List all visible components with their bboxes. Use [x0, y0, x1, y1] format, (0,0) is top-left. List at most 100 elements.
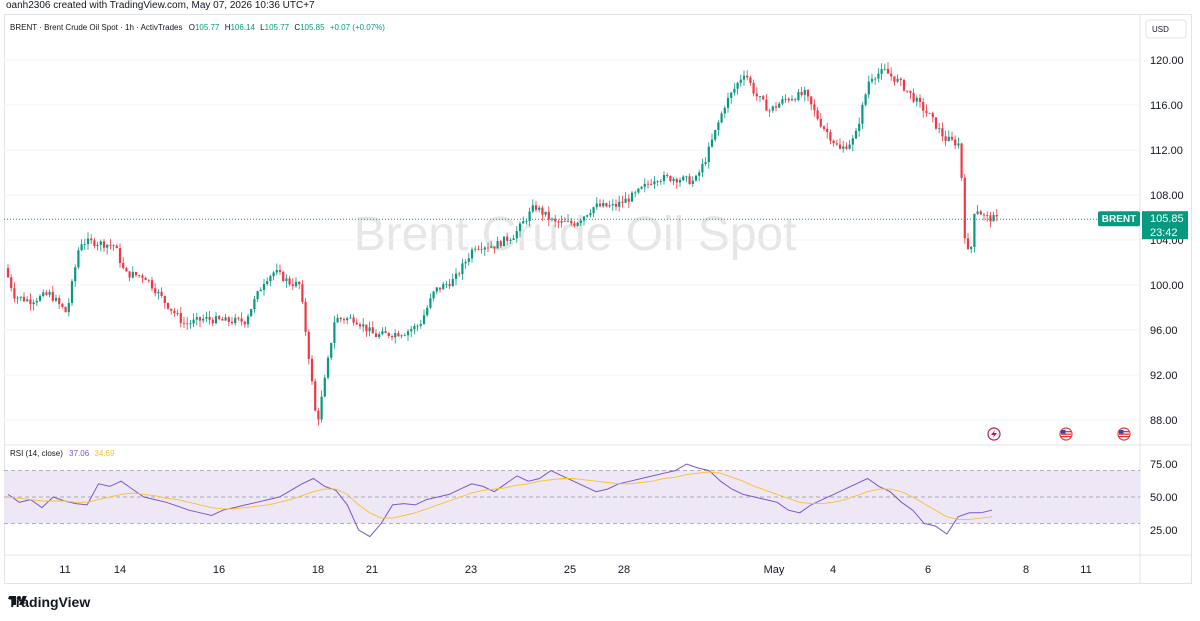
candle-body — [774, 106, 778, 108]
candle-body — [205, 316, 208, 319]
candle-body — [250, 309, 253, 317]
candle-body — [38, 295, 42, 301]
candle-body — [515, 231, 518, 239]
price-tag-countdown: 23:42 — [1150, 227, 1178, 239]
candle-body — [141, 275, 144, 278]
candle-body — [400, 335, 403, 337]
candle-body — [147, 279, 150, 281]
candle-body — [726, 97, 730, 108]
candle-body — [778, 103, 781, 108]
candle-body — [269, 276, 272, 282]
candle-body — [291, 284, 294, 287]
candle-body — [246, 316, 250, 325]
candle-body — [106, 244, 109, 248]
candle-body — [672, 178, 675, 182]
candle-body — [275, 269, 278, 273]
candle-body — [307, 331, 310, 359]
us-flag-event-icon-2[interactable] — [1117, 427, 1131, 441]
candle-body — [669, 176, 672, 182]
candle-body — [554, 218, 557, 222]
candle-body — [70, 281, 74, 303]
candle-body — [163, 296, 166, 303]
price-tick-label: 120.00 — [1150, 55, 1184, 67]
svg-text:BRENT · Brent Crude Oil Spot ·: BRENT · Brent Crude Oil Spot · 1h · Acti… — [10, 23, 385, 32]
candle-body — [906, 90, 909, 92]
candle-body — [397, 333, 400, 337]
candle-body — [573, 223, 576, 226]
candle-body — [720, 113, 723, 123]
candle-body — [682, 176, 685, 181]
candle-body — [26, 299, 29, 302]
candle-body — [630, 192, 634, 202]
candle-body — [835, 143, 838, 145]
rsi-value: 37.06 — [69, 449, 90, 458]
candle-body — [406, 331, 410, 336]
candle-body — [272, 272, 275, 277]
candle-body — [170, 308, 173, 311]
candle-body — [822, 126, 826, 129]
candle-body — [330, 343, 333, 358]
candle-body — [618, 201, 621, 207]
candle-body — [64, 306, 67, 313]
time-tick-label: May — [764, 564, 785, 576]
legend-h-label: H — [225, 23, 231, 32]
candle-body — [701, 164, 704, 173]
legend-c-value: 105.85 — [300, 23, 325, 32]
candle-body — [48, 291, 51, 295]
candle-body — [941, 128, 944, 137]
candle-body — [282, 271, 285, 282]
lightning-event-icon[interactable] — [987, 427, 1001, 441]
price-tag-symbol-bg — [1098, 211, 1140, 227]
candle-body — [195, 317, 198, 320]
candle-body — [938, 128, 941, 130]
candle-body — [211, 319, 214, 324]
price-tag-bg — [1142, 211, 1188, 240]
candle-body — [867, 81, 870, 95]
candle-body — [422, 315, 426, 325]
candle-body — [54, 297, 58, 301]
candle-body — [77, 250, 80, 268]
us-flag-event-icon[interactable] — [1059, 427, 1073, 441]
candle-body — [890, 73, 893, 77]
candle-body — [118, 248, 122, 263]
candle-body — [662, 174, 666, 182]
time-tick-label: 23 — [465, 564, 477, 576]
time-tick-label: 11 — [59, 564, 70, 576]
tradingview-logo-icon — [9, 596, 27, 605]
legend-o-value: 105.77 — [195, 23, 220, 32]
candle-body — [944, 136, 947, 141]
candle-body — [96, 244, 99, 246]
candle-body — [813, 104, 816, 111]
candle-body — [947, 136, 950, 141]
candle-body — [461, 263, 464, 275]
candle-body — [16, 297, 19, 299]
candle-body — [912, 92, 915, 102]
candle-body — [240, 318, 243, 322]
candle-body — [768, 110, 771, 112]
candle-body — [173, 310, 176, 314]
rsi-ma-line — [7, 471, 993, 520]
candle-body — [694, 175, 698, 181]
candle-body — [301, 284, 304, 302]
currency-button[interactable] — [1145, 19, 1187, 39]
candle-body — [381, 331, 384, 335]
candle-body — [563, 221, 566, 222]
candle-body — [19, 296, 22, 298]
candle-body — [384, 331, 387, 333]
candle-body — [474, 248, 477, 250]
candle-body — [362, 324, 365, 327]
candle-body — [403, 335, 406, 337]
price-tick-label: 108.00 — [1150, 190, 1184, 202]
candle-body — [963, 177, 966, 239]
candle-body — [784, 98, 787, 100]
candle-body — [157, 291, 160, 294]
candle-body — [598, 203, 602, 207]
candle-body — [525, 220, 528, 222]
candle-body — [413, 325, 416, 330]
candle-body — [198, 317, 202, 321]
candle-body — [934, 117, 938, 129]
candle-body — [32, 302, 35, 305]
candle-body — [790, 99, 794, 101]
time-tick-label: 14 — [114, 564, 126, 576]
